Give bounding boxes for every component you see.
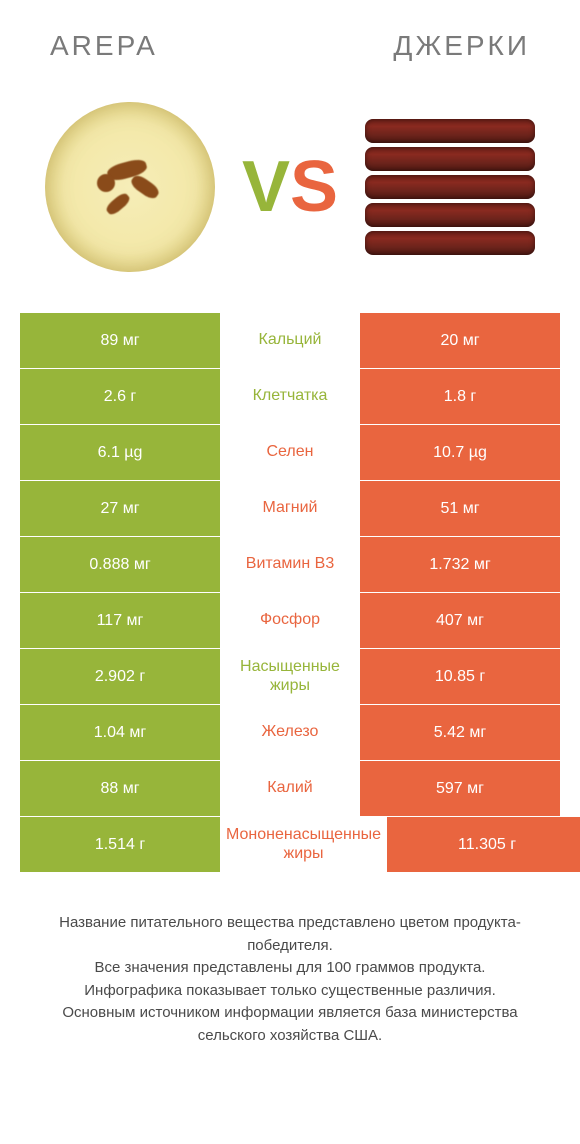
footnote-text: Название питательного вещества представл…: [20, 872, 560, 1047]
nutrient-label: Магний: [220, 481, 360, 536]
table-row: 2.902 гНасыщенные жиры10.85 г: [20, 648, 560, 704]
value-left: 89 мг: [20, 313, 220, 368]
nutrient-label: Калий: [220, 761, 360, 816]
table-row: 0.888 мгВитамин B31.732 мг: [20, 536, 560, 592]
product-right-title: ДЖЕРКИ: [393, 30, 530, 62]
vs-label: VS: [242, 146, 338, 228]
title-row: AREPA ДЖЕРКИ: [20, 10, 560, 72]
value-right: 10.85 г: [360, 649, 560, 704]
value-left: 2.902 г: [20, 649, 220, 704]
value-left: 117 мг: [20, 593, 220, 648]
nutrient-label: Витамин B3: [220, 537, 360, 592]
value-left: 1.04 мг: [20, 705, 220, 760]
value-right: 51 мг: [360, 481, 560, 536]
table-row: 1.514 гМононенасыщенные жиры11.305 г: [20, 816, 560, 872]
nutrient-label: Кальций: [220, 313, 360, 368]
footnote-line: Инфографика показывает только существенн…: [44, 980, 536, 1003]
table-row: 27 мгМагний51 мг: [20, 480, 560, 536]
value-left: 0.888 мг: [20, 537, 220, 592]
vs-letter-s: S: [290, 146, 338, 228]
nutrient-label: Насыщенные жиры: [220, 649, 360, 704]
product-right-image: [360, 119, 540, 255]
table-row: 88 мгКалий597 мг: [20, 760, 560, 816]
value-left: 27 мг: [20, 481, 220, 536]
value-right: 407 мг: [360, 593, 560, 648]
footnote-line: Основным источником информации является …: [44, 1002, 536, 1047]
value-left: 6.1 µg: [20, 425, 220, 480]
table-row: 89 мгКальций20 мг: [20, 312, 560, 368]
value-right: 20 мг: [360, 313, 560, 368]
hero-row: VS: [20, 72, 560, 312]
value-right: 597 мг: [360, 761, 560, 816]
nutrient-label: Селен: [220, 425, 360, 480]
product-left-title: AREPA: [50, 30, 158, 62]
value-right: 1.732 мг: [360, 537, 560, 592]
value-right: 10.7 µg: [360, 425, 560, 480]
value-left: 1.514 г: [20, 817, 220, 872]
vs-letter-v: V: [242, 146, 290, 228]
table-row: 117 мгФосфор407 мг: [20, 592, 560, 648]
nutrient-label: Фосфор: [220, 593, 360, 648]
comparison-table: 89 мгКальций20 мг2.6 гКлетчатка1.8 г6.1 …: [20, 312, 560, 872]
value-right: 11.305 г: [387, 817, 580, 872]
table-row: 1.04 мгЖелезо5.42 мг: [20, 704, 560, 760]
footnote-line: Все значения представлены для 100 граммо…: [44, 957, 536, 980]
infographic: AREPA ДЖЕРКИ VS 89 мгКальций20 мг2.6 гКл…: [10, 0, 570, 1047]
value-left: 2.6 г: [20, 369, 220, 424]
arepa-illustration: [45, 102, 215, 272]
jerky-illustration: [365, 119, 535, 255]
nutrient-label: Клетчатка: [220, 369, 360, 424]
nutrient-label: Железо: [220, 705, 360, 760]
value-left: 88 мг: [20, 761, 220, 816]
value-right: 5.42 мг: [360, 705, 560, 760]
nutrient-label: Мононенасыщенные жиры: [220, 817, 387, 872]
footnote-line: Название питательного вещества представл…: [44, 912, 536, 957]
table-row: 2.6 гКлетчатка1.8 г: [20, 368, 560, 424]
product-left-image: [40, 102, 220, 272]
value-right: 1.8 г: [360, 369, 560, 424]
table-row: 6.1 µgСелен10.7 µg: [20, 424, 560, 480]
